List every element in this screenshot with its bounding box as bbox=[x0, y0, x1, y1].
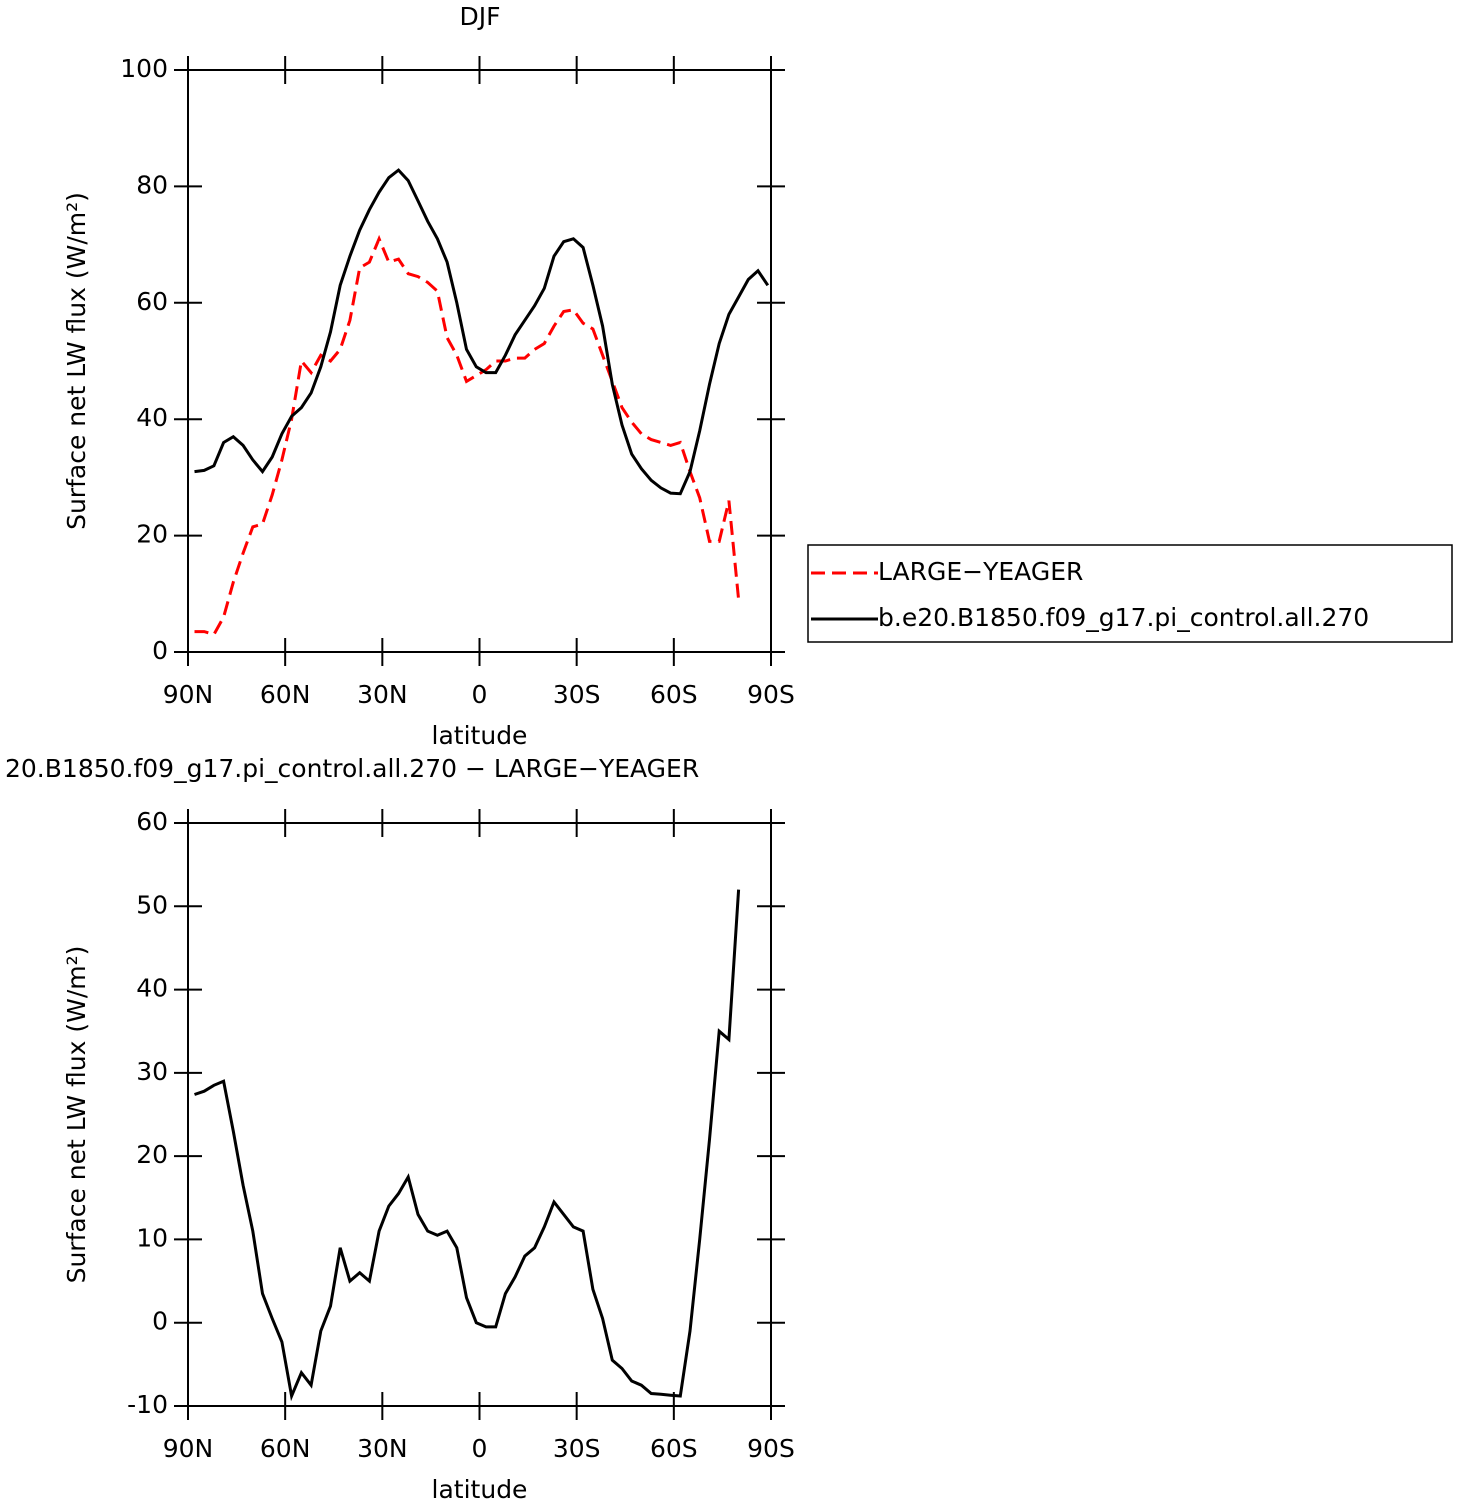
y-tick-label: 40 bbox=[136, 403, 168, 432]
series-line bbox=[194, 889, 741, 1402]
y-tick-label: 60 bbox=[136, 807, 168, 836]
y-tick-label: 0 bbox=[152, 1307, 168, 1336]
x-tick-label: 30S bbox=[553, 1434, 601, 1463]
x-tick-label: 30N bbox=[357, 1434, 408, 1463]
x-tick-label: 30S bbox=[553, 680, 601, 709]
x-tick-label: 0 bbox=[472, 1434, 488, 1463]
y-tick-label: -10 bbox=[127, 1390, 168, 1419]
y-tick-label: 20 bbox=[136, 1140, 168, 1169]
x-tick-label: 60S bbox=[650, 1434, 698, 1463]
x-tick-label: 90N bbox=[163, 680, 214, 709]
x-tick-label: 60N bbox=[260, 1434, 311, 1463]
legend-label: LARGE−YEAGER bbox=[878, 557, 1083, 586]
y-tick-label: 80 bbox=[136, 170, 168, 199]
chart-title: 20.B1850.f09_g17.pi_control.all.270 − LA… bbox=[5, 754, 699, 783]
y-axis-label: Surface net LW flux (W/m²) bbox=[62, 946, 91, 1284]
x-tick-label: 90S bbox=[747, 680, 795, 709]
x-tick-label: 0 bbox=[472, 680, 488, 709]
y-tick-label: 10 bbox=[136, 1223, 168, 1252]
plot-frame bbox=[187, 69, 772, 653]
series-line bbox=[194, 168, 770, 496]
series-line bbox=[194, 234, 741, 637]
y-tick-label: 50 bbox=[136, 890, 168, 919]
plot-frame bbox=[187, 822, 772, 1407]
y-axis-label: Surface net LW flux (W/m²) bbox=[62, 192, 91, 530]
y-tick-label: 20 bbox=[136, 520, 168, 549]
y-tick-label: 30 bbox=[136, 1057, 168, 1086]
legend-box bbox=[807, 544, 1453, 643]
x-axis-label: latitude bbox=[432, 721, 528, 750]
y-tick-label: 60 bbox=[136, 287, 168, 316]
x-tick-label: 60N bbox=[260, 680, 311, 709]
x-tick-label: 30N bbox=[357, 680, 408, 709]
x-tick-label: 60S bbox=[650, 680, 698, 709]
y-tick-label: 40 bbox=[136, 974, 168, 1003]
x-tick-label: 90S bbox=[747, 1434, 795, 1463]
y-tick-label: 100 bbox=[120, 54, 168, 83]
chart-title: DJF bbox=[459, 2, 500, 31]
x-tick-label: 90N bbox=[163, 1434, 214, 1463]
y-tick-label: 0 bbox=[152, 636, 168, 665]
legend-label: b.e20.B1850.f09_g17.pi_control.all.270 bbox=[878, 603, 1369, 632]
x-axis-label: latitude bbox=[432, 1475, 528, 1504]
